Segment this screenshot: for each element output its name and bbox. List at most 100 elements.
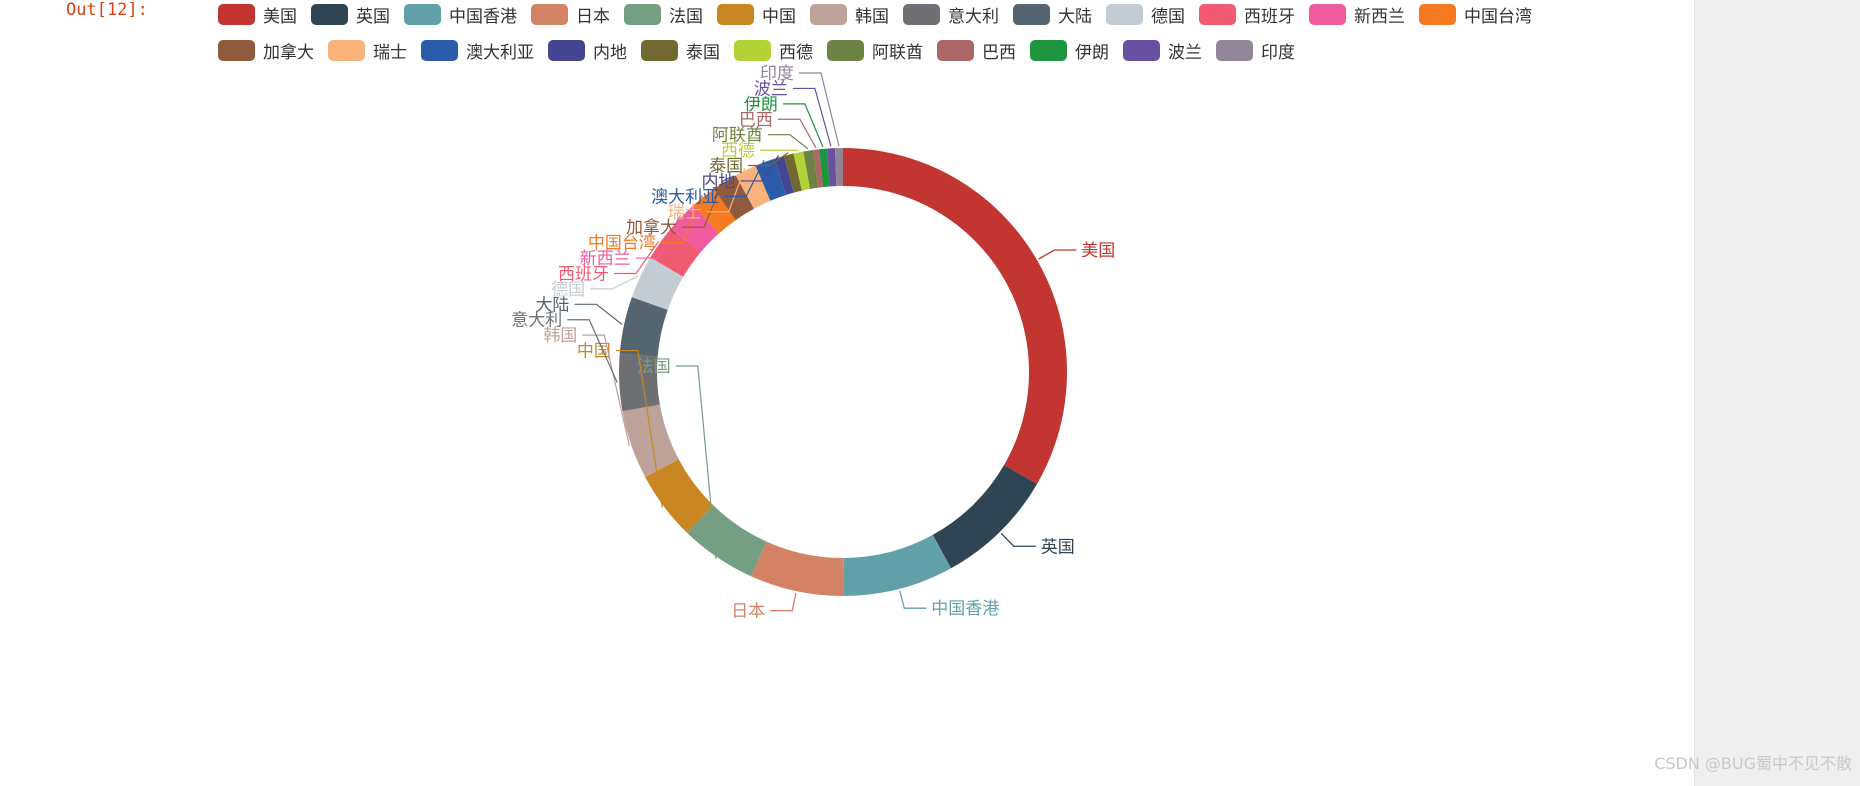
legend-label: 日本	[576, 6, 610, 27]
legend-item[interactable]: 意大利	[903, 0, 999, 28]
notebook-scroll-gutter[interactable]	[1694, 0, 1860, 786]
legend-label: 法国	[669, 6, 703, 27]
legend-swatch	[810, 3, 847, 25]
legend-swatch	[421, 39, 458, 61]
legend-item[interactable]: 瑞士	[328, 36, 407, 64]
legend-item[interactable]: 英国	[311, 0, 390, 28]
legend-item[interactable]: 德国	[1106, 0, 1185, 28]
legend-item[interactable]: 伊朗	[1030, 36, 1109, 64]
legend-label: 美国	[263, 6, 297, 27]
ring-slice[interactable]	[819, 148, 830, 188]
slice-label: 德国	[551, 280, 585, 300]
legend-row-1: 美国 英国 中国香港 日本 法国 中国 韩国 意大利 大陆 德国 西班牙 新西兰 中国台湾	[218, 0, 1532, 36]
label-leader-line	[615, 349, 663, 508]
slice-label: 中国	[577, 342, 611, 362]
legend-item[interactable]: 中国香港	[404, 0, 517, 28]
legend-swatch	[717, 3, 754, 25]
ring-slice[interactable]	[835, 148, 843, 187]
legend-item[interactable]: 日本	[531, 0, 610, 28]
legend-swatch	[937, 39, 974, 61]
slice-label: 新西兰	[580, 249, 631, 269]
legend-item[interactable]: 加拿大	[218, 36, 314, 64]
legend-label: 波兰	[1168, 42, 1202, 63]
slice-label: 中国香港	[931, 599, 999, 619]
legend-swatch	[1419, 3, 1456, 25]
legend-label: 加拿大	[263, 42, 314, 63]
legend-item[interactable]: 印度	[1216, 36, 1295, 64]
ring-slice[interactable]	[619, 353, 660, 412]
legend-swatch	[641, 39, 678, 61]
legend-item[interactable]: 法国	[624, 0, 703, 28]
slice-label: 瑞士	[668, 203, 702, 223]
legend-swatch	[1216, 39, 1253, 61]
ring-slice[interactable]	[686, 505, 767, 577]
legend-swatch	[1030, 39, 1067, 61]
slice-label: 大陆	[535, 295, 569, 315]
legend-item[interactable]: 巴西	[937, 36, 1016, 64]
label-leader-line	[706, 168, 746, 213]
ring-slice[interactable]	[774, 155, 794, 195]
ring-slice[interactable]	[843, 148, 1068, 484]
watermark: CSDN @BUG蜀中不见不散	[1654, 754, 1852, 773]
slice-label: 西德	[721, 141, 755, 161]
label-leader-line	[635, 214, 682, 259]
legend-swatch	[624, 3, 661, 25]
chart-slices	[619, 148, 1068, 597]
ring-slice[interactable]	[671, 205, 719, 253]
label-leader-line	[590, 275, 639, 290]
slice-label: 阿联酋	[712, 126, 763, 146]
ring-slice[interactable]	[813, 149, 824, 188]
label-leader-line	[574, 303, 623, 325]
ring-slice[interactable]	[631, 257, 684, 310]
label-leader-line	[660, 195, 703, 244]
label-leader-line	[798, 72, 840, 147]
slice-label: 泰国	[709, 157, 743, 177]
label-leader-line	[567, 319, 618, 383]
label-leader-line	[770, 592, 797, 612]
legend-item[interactable]: 大陆	[1013, 0, 1092, 28]
ring-slice[interactable]	[843, 534, 952, 596]
slice-label: 内地	[701, 172, 735, 192]
legend-item[interactable]: 西德	[734, 36, 813, 64]
legend-item[interactable]: 中国	[717, 0, 796, 28]
legend-swatch	[548, 39, 585, 61]
legend-item[interactable]: 美国	[218, 0, 297, 28]
legend-item[interactable]: 波兰	[1123, 36, 1202, 64]
slice-label: 韩国	[543, 326, 577, 346]
legend-swatch	[903, 3, 940, 25]
slice-label: 澳大利亚	[651, 187, 719, 207]
legend-item[interactable]: 澳大利亚	[421, 36, 534, 64]
ring-slice[interactable]	[793, 151, 811, 191]
label-leader-line	[899, 590, 927, 609]
ring-slice[interactable]	[783, 153, 802, 193]
ring-slice[interactable]	[803, 149, 819, 189]
notebook-output-area: Out[12]: 美国 英国 中国香港 日本 法国 中国 韩国 意大利 大陆 德国 西班牙 新西兰 中国…	[66, 0, 1532, 622]
legend-label: 巴西	[982, 42, 1016, 63]
legend-swatch	[404, 3, 441, 25]
ring-slice[interactable]	[645, 459, 714, 533]
ring-slice[interactable]	[619, 297, 668, 357]
slice-label: 印度	[760, 64, 794, 84]
legend-item[interactable]: 新西兰	[1309, 0, 1405, 28]
legend-item[interactable]: 阿联酋	[827, 36, 923, 64]
ring-slice[interactable]	[650, 228, 701, 277]
legend-item[interactable]: 中国台湾	[1419, 0, 1532, 28]
slice-label: 波兰	[754, 79, 788, 99]
label-leader-line	[682, 179, 725, 228]
legend-label: 意大利	[948, 6, 999, 27]
label-leader-line	[1000, 532, 1036, 547]
ring-slice[interactable]	[932, 465, 1037, 569]
ring-slice[interactable]	[735, 165, 771, 209]
legend-item[interactable]: 西班牙	[1199, 0, 1295, 28]
slice-label: 伊朗	[744, 95, 778, 115]
ring-slice[interactable]	[622, 404, 679, 478]
slice-label: 英国	[1041, 537, 1075, 557]
ring-slice[interactable]	[827, 148, 837, 187]
ring-slice[interactable]	[750, 541, 844, 597]
legend-item[interactable]: 泰国	[641, 36, 720, 64]
legend-item[interactable]: 内地	[548, 36, 627, 64]
ring-slice[interactable]	[755, 158, 786, 201]
label-leader-line	[675, 365, 717, 559]
legend-item[interactable]: 韩国	[810, 0, 889, 28]
